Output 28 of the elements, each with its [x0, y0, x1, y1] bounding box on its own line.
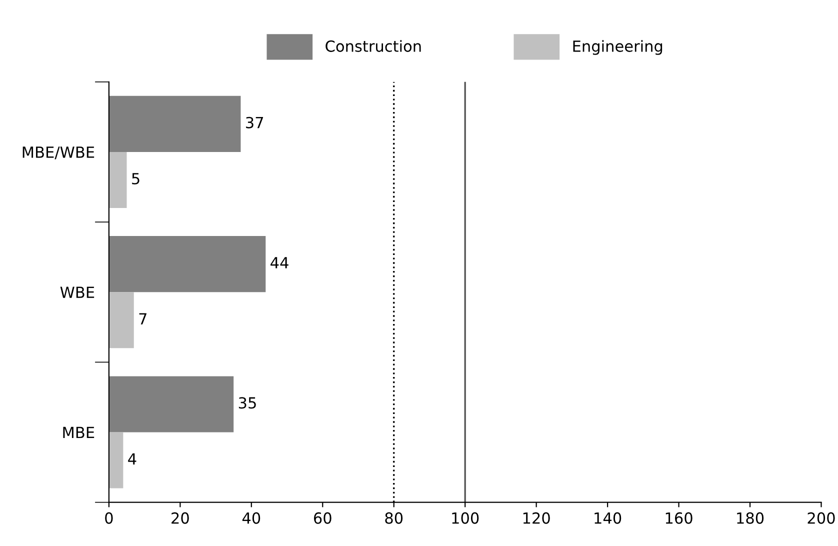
- legend-label: Construction: [326, 40, 421, 52]
- x-tick-label: 200: [808, 512, 835, 524]
- data-label: 37: [246, 116, 264, 128]
- x-tick-label: 120: [523, 512, 550, 524]
- data-label: 4: [128, 453, 136, 464]
- y-tick-label: MBE/WBE: [22, 146, 94, 160]
- bar: [108, 432, 124, 488]
- bar: [108, 292, 134, 348]
- y-tick-label: WBE: [60, 286, 94, 298]
- legend-label: Engineering: [573, 40, 662, 55]
- bar: [108, 376, 234, 432]
- data-label: 5: [132, 173, 140, 184]
- bar: [108, 96, 241, 152]
- data-label: 44: [270, 257, 288, 268]
- x-tick-label: 100: [452, 512, 479, 524]
- x-tick-label: 0: [105, 512, 113, 524]
- x-tick-label: 60: [314, 512, 332, 524]
- x-tick-label: 80: [385, 512, 403, 524]
- x-tick-label: 20: [172, 512, 189, 524]
- x-tick-label: 160: [666, 512, 692, 524]
- bar: [108, 236, 266, 292]
- x-tick-label: 40: [242, 512, 260, 524]
- data-label: 7: [139, 313, 146, 324]
- x-tick-label: 180: [737, 512, 764, 524]
- y-tick-label: MBE: [63, 426, 94, 438]
- bar: [108, 152, 127, 208]
- x-tick-label: 140: [594, 512, 622, 524]
- data-label: 35: [238, 397, 256, 409]
